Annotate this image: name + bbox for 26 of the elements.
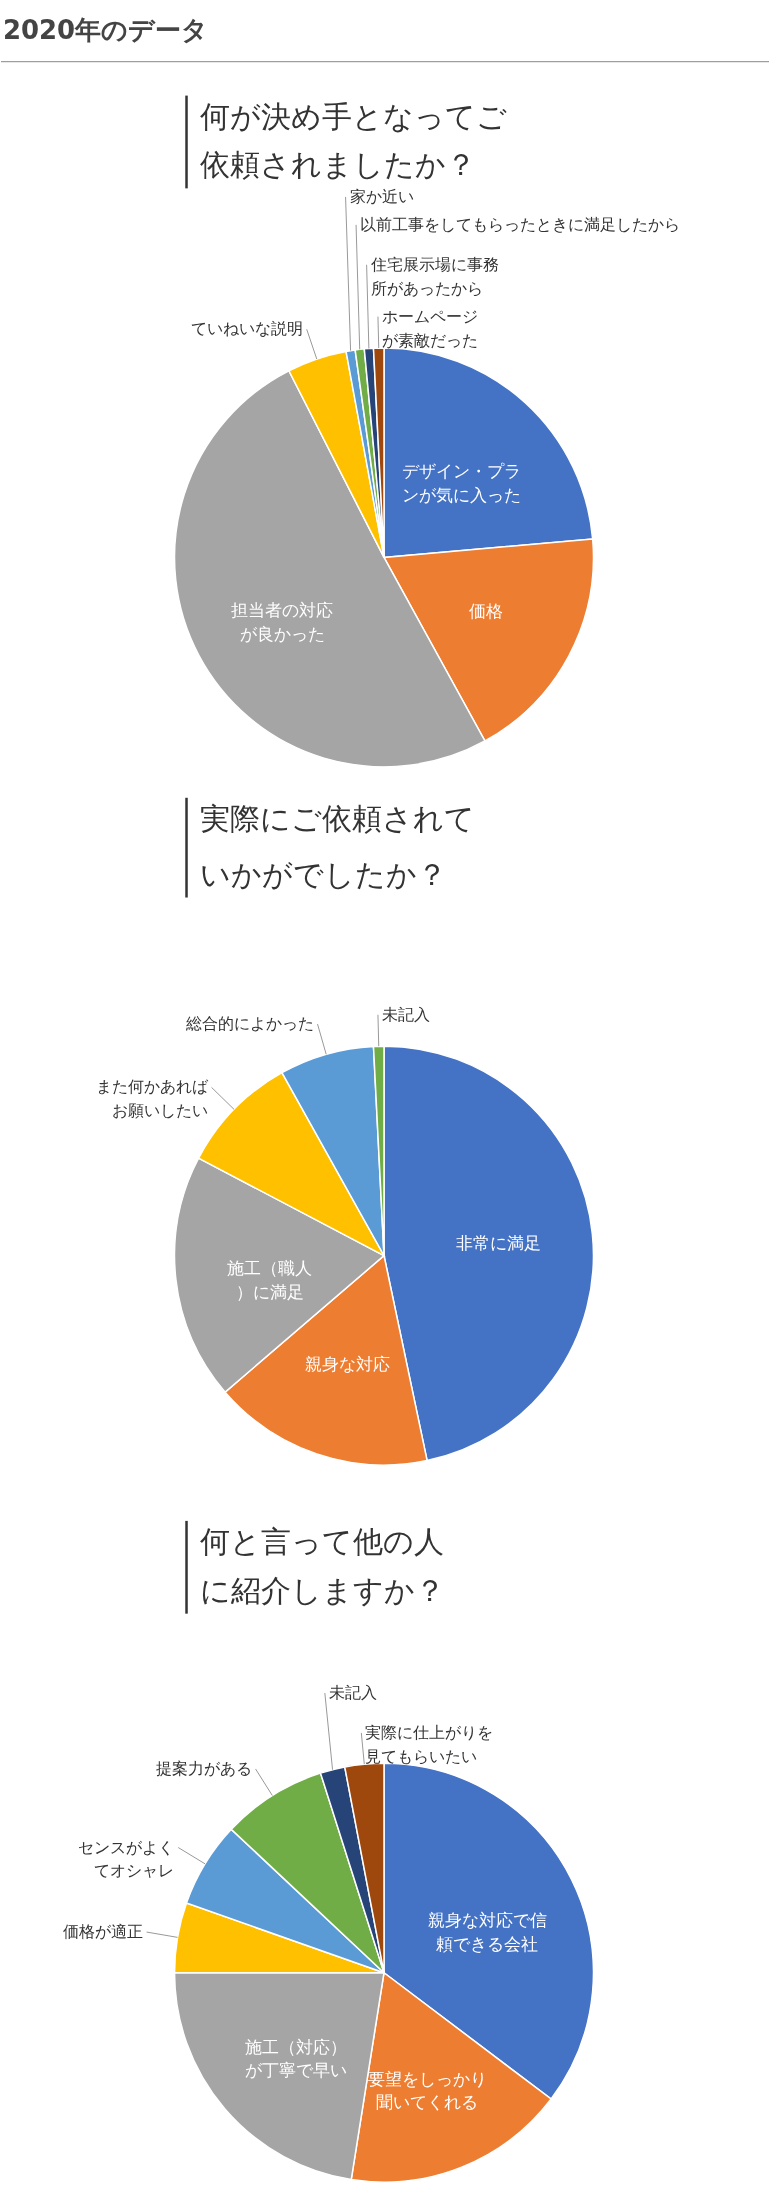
slice-label: 住宅展示場に事務所があったから — [369, 254, 499, 298]
slice-label: 要望をしっかり聞いてくれる — [367, 2068, 487, 2113]
slice-label: 施工（職人）に満足 — [227, 1257, 313, 1302]
slice-label: 非常に満足 — [456, 1232, 542, 1253]
slice-label: 家か近い — [349, 186, 414, 206]
slice-label: 親身な対応で信頼できる会社 — [427, 1910, 547, 1955]
slice-label: ホームページが素敵だった — [381, 306, 478, 350]
chart-title: 何と言って他の人に紹介しますか？ — [200, 1523, 446, 1608]
slice-label: 未記入 — [381, 1004, 430, 1024]
slice-label: 総合的によかった — [184, 1014, 314, 1034]
slice-label: 実際に仕上がりを見てもらいたい — [365, 1722, 494, 1766]
slice-label: 施工（対応）が丁寧で早い — [245, 2036, 348, 2081]
slice-label: 担当者の対応が良かった — [231, 600, 334, 645]
text: 2020年のデータ — [2, 14, 209, 45]
slice-label: また何かあればお願いしたい — [95, 1077, 209, 1121]
slice-label: 価格が適正 — [62, 1922, 143, 1942]
slice-label: 提案力がある — [155, 1758, 252, 1778]
slice-label: 価格 — [468, 600, 503, 621]
slice-label: 未記入 — [328, 1683, 377, 1703]
slice-label: センスがよくてオシャレ — [78, 1837, 175, 1881]
slice-label: 親身な対応 — [304, 1353, 390, 1374]
slice-label: ていねいな説明 — [190, 319, 303, 339]
chart-title: 実際にご依頼されていかがでしたか？ — [200, 800, 476, 892]
slice-label: デザイン・プランが気に入った — [402, 461, 522, 506]
slice-label: 以前工事をしてもらったときに満足したから — [360, 214, 681, 234]
chart-title: 何が決め手となってご依頼されましたか？ — [200, 98, 508, 183]
